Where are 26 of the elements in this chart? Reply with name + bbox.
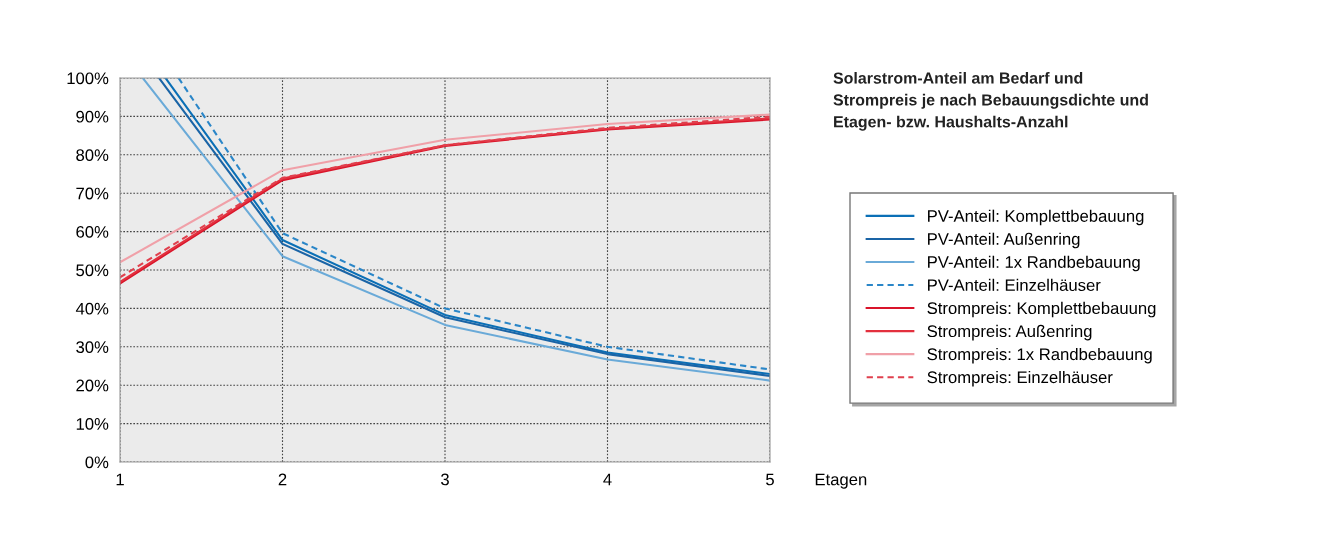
legend-label: PV-Anteil: Außenring	[928, 232, 1080, 249]
y-tick-label: 80%	[76, 149, 109, 161]
legend-label: PV-Anteil: 1x Randbebauung	[928, 255, 1140, 272]
y-tick-label: 50%	[76, 264, 109, 277]
y-tick-label: 90%	[76, 110, 109, 123]
y-tick-label: 100%	[67, 72, 109, 85]
y-tick-label: 70%	[76, 187, 109, 200]
legend-label: Strompreis: Komplettbebauung	[927, 301, 1156, 318]
legend-label: PV-Anteil: Komplettbebauung	[928, 209, 1144, 226]
legend-label: Strompreis: Einzelhäuser	[927, 370, 1113, 387]
x-axis-title: Etagen	[815, 473, 867, 489]
legend-label: Strompreis: Außenring	[927, 324, 1092, 341]
x-tick-label: 5	[766, 473, 774, 486]
x-tick-label: 1	[116, 473, 124, 486]
y-tick-label: 20%	[76, 379, 109, 392]
y-tick-label: 10%	[76, 418, 109, 430]
y-tick-label: 60%	[76, 226, 109, 238]
x-tick-label: 2	[278, 473, 287, 486]
x-tick-label: 3	[441, 473, 449, 486]
x-tick-label: 4	[603, 473, 612, 486]
legend-label: PV-Anteil: Einzelhäuser	[928, 278, 1101, 292]
y-tick-label: 40%	[75, 302, 109, 315]
y-tick-label: 0%	[85, 456, 109, 469]
legend-label: Strompreis: 1x Randbebauung	[927, 347, 1152, 364]
text: Solarstrom-Anteil am Bedarf und Strompreis je nach Bebauungsdichte und Etagen- bzw. Haushalts-Anzahl	[833, 72, 1148, 131]
y-tick-label: 30%	[76, 341, 109, 353]
